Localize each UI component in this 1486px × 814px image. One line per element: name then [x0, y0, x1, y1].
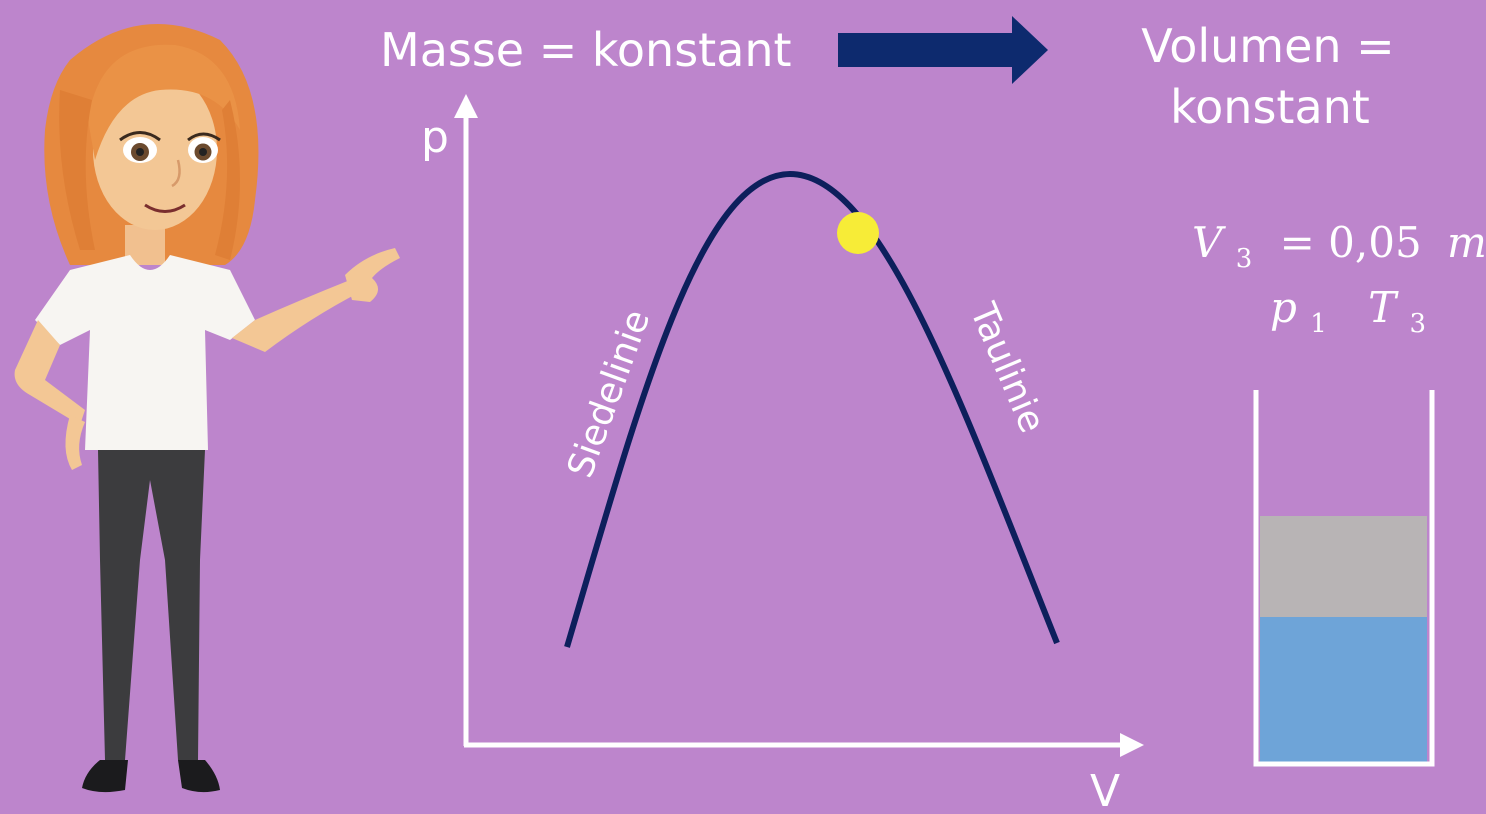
headline-volume-constant-line1: Volumen = — [1141, 19, 1394, 73]
liquid-phase — [1260, 617, 1427, 762]
temperature-subscript: 3 — [1410, 309, 1427, 339]
pressure-temperature-values: p 1 T 3 — [1270, 283, 1426, 342]
x-axis-arrowhead — [1120, 733, 1144, 757]
pv-diagram: p V Siedelinie Taulinie — [421, 94, 1144, 814]
volume-symbol: V — [1192, 218, 1226, 267]
saturation-curve — [564, 170, 1060, 648]
state-point — [837, 212, 879, 254]
y-axis-label: p — [421, 112, 449, 163]
headline-mass-constant: Masse = konstant — [380, 23, 792, 77]
pressure-symbol: p — [1270, 283, 1297, 332]
volume-equation: V 3 = 0,05 m 3 — [1192, 214, 1486, 277]
volume-subscript: 3 — [1236, 244, 1253, 274]
y-axis-arrowhead — [454, 94, 478, 118]
dew-line-label: Taulinie — [961, 297, 1052, 439]
vapor-phase — [1260, 516, 1427, 617]
presenter-woman-figure — [14, 24, 400, 793]
temperature-symbol: T — [1368, 283, 1399, 332]
volume-unit: m — [1447, 218, 1486, 267]
x-axis-label: V — [1090, 766, 1120, 814]
volume-value: = 0,05 — [1280, 218, 1422, 267]
headline-volume-constant-line2: konstant — [1170, 80, 1370, 134]
pressure-subscript: 1 — [1310, 309, 1327, 339]
open-container-icon — [1253, 390, 1435, 767]
container-walls — [1253, 390, 1435, 767]
right-arrow-icon — [838, 16, 1048, 84]
